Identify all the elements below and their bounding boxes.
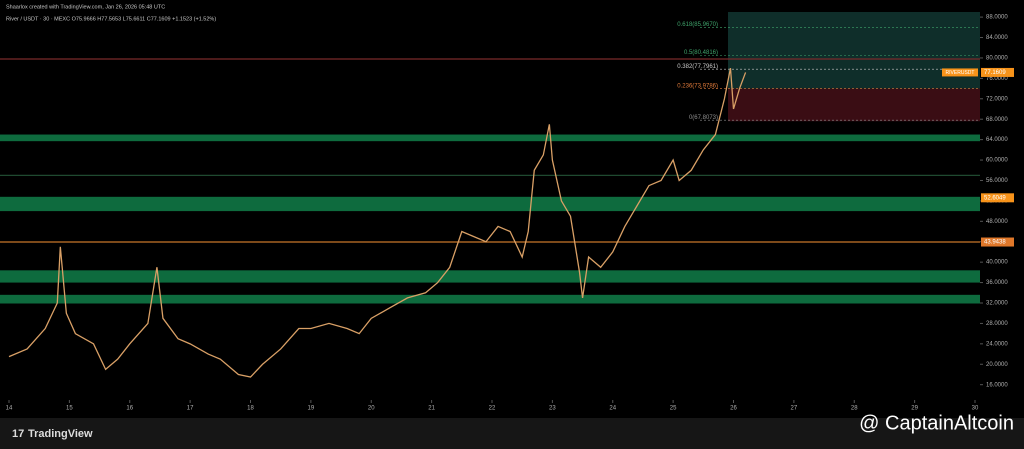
credit: Shaarlox created with TradingView.com, J…: [6, 4, 165, 10]
position-profit: [728, 12, 980, 89]
price-label-bg: [981, 237, 1014, 247]
y-tick-label: 24.0000: [986, 341, 1008, 347]
y-tick-label: 48.0000: [986, 219, 1008, 225]
price-label: 43.9438: [984, 240, 1006, 246]
fib-label: 0.382(77.7961): [677, 64, 718, 70]
x-tick-label: 24: [609, 406, 616, 412]
symbol-tag: RIVERUSDT: [946, 70, 975, 76]
logo: TradingView: [28, 428, 93, 440]
y-tick-label: 36.0000: [986, 280, 1008, 286]
price-label-bg: [981, 67, 1014, 77]
price-line: [8, 68, 747, 378]
watermark: @ CaptainAltcoin: [859, 412, 1014, 434]
y-tick-label: 60.0000: [986, 158, 1008, 164]
zone: [0, 270, 980, 283]
x-tick-label: 18: [247, 406, 254, 412]
zone: [0, 294, 980, 304]
y-tick-label: 32.0000: [986, 301, 1008, 307]
fib-label: 0.236(73.9786): [677, 83, 718, 89]
x-tick-label: 15: [66, 406, 73, 412]
x-tick-label: 28: [851, 406, 858, 412]
y-tick-label: 56.0000: [986, 178, 1008, 184]
price-label-bg: [981, 193, 1014, 203]
symbol-info: River / USDT · 30 · MEXC O75.9666 H77.56…: [6, 16, 216, 22]
price-label: 77.1609: [984, 70, 1006, 76]
y-tick-label: 28.0000: [986, 321, 1008, 327]
x-tick-label: 19: [308, 406, 315, 412]
y-tick-label: 88.0000: [986, 15, 1008, 21]
x-tick-label: 27: [791, 406, 798, 412]
y-tick-label: 64.0000: [986, 137, 1008, 143]
x-tick-label: 23: [549, 406, 556, 412]
fib-label: 0(67.8073): [689, 115, 718, 121]
y-tick-label: 40.0000: [986, 260, 1008, 266]
x-tick-label: 30: [972, 406, 979, 412]
plot: 0.618(85.9670) 0.5(80.4816) 0.382(77.7961)…: [0, 12, 1014, 412]
x-tick-label: 16: [126, 406, 133, 412]
y-tick-label: 68.0000: [986, 117, 1008, 123]
fib-label: 0.5(80.4816): [684, 50, 718, 56]
symbol-tag-bg: [942, 68, 978, 77]
x-tick-label: 21: [428, 406, 435, 412]
x-tick-label: 17: [187, 406, 194, 412]
x-tick-label: 25: [670, 406, 677, 412]
y-tick-label: 84.0000: [986, 35, 1008, 41]
zone: [0, 196, 980, 212]
y-tick-label: 76.0000: [986, 76, 1008, 82]
y-tick-label: 80.0000: [986, 56, 1008, 62]
logo-mark: 17: [12, 428, 24, 440]
y-tick-label: 72.0000: [986, 96, 1008, 102]
fib-label: 0.618(85.9670): [677, 22, 718, 28]
x-tick-label: 22: [489, 406, 496, 412]
y-tick-label: 16.0000: [986, 382, 1008, 388]
x-tick-label: 26: [730, 406, 737, 412]
zone: [0, 134, 980, 142]
x-tick-label: 20: [368, 406, 375, 412]
position-loss: [728, 88, 980, 122]
x-tick-label: 29: [911, 406, 918, 412]
x-tick-label: 14: [6, 406, 13, 412]
footer-bar: [0, 418, 1024, 449]
price-label: 52.6049: [984, 195, 1006, 201]
y-tick-label: 20.0000: [986, 362, 1008, 368]
